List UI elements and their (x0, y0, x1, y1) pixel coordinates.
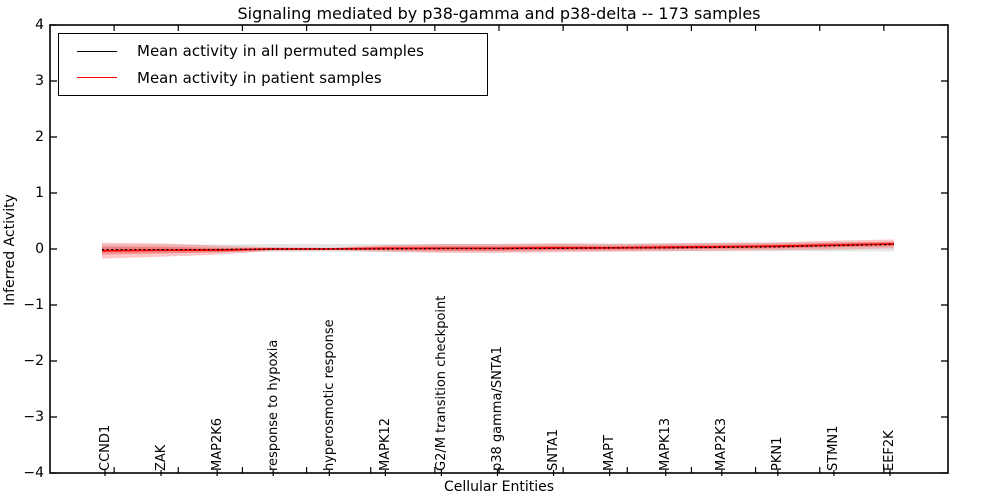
legend-line-red-icon (77, 77, 117, 79)
legend-label: Mean activity in all permuted samples (137, 42, 424, 61)
x-tick-label: MAPK12 (377, 417, 393, 471)
legend-entry-permuted: Mean activity in all permuted samples (69, 42, 477, 60)
y-tick-label: 1 (35, 185, 44, 201)
x-tick-label: response to hypoxia (265, 339, 281, 471)
y-tick-label: 3 (35, 73, 44, 89)
x-tick-label: MAPK13 (658, 417, 674, 471)
x-tick-label: MAP2K3 (714, 417, 730, 471)
x-tick-label: EEF2K (882, 430, 898, 471)
legend-entry-patient: Mean activity in patient samples (69, 69, 477, 87)
x-tick-label: p38 gamma/SNTA1 (489, 346, 505, 471)
chart-title: Signaling mediated by p38-gamma and p38-… (237, 4, 761, 23)
x-tick-label: ZAK (153, 444, 169, 471)
x-tick-label: CCND1 (97, 424, 113, 471)
legend: Mean activity in all permuted samples Me… (58, 33, 488, 96)
x-tick-label: hyperosmotic response (321, 319, 337, 471)
x-tick-label: SNTA1 (546, 428, 562, 471)
x-tick-label: G2/M transition checkpoint (433, 295, 449, 471)
x-tick-label: PKN1 (770, 436, 786, 471)
line-Mean activity in patient samples (102, 243, 894, 252)
y-tick-label: 4 (35, 17, 44, 33)
x-tick-label: MAP2K6 (209, 417, 225, 471)
y-tick-label: −3 (23, 409, 44, 425)
y-tick-label: 2 (35, 129, 44, 145)
x-axis-label: Cellular Entities (443, 479, 555, 495)
y-tick-label: −2 (23, 353, 44, 369)
y-tick-label: −4 (23, 465, 44, 481)
x-tick-label: MAPT (602, 435, 618, 471)
legend-line-black-icon (77, 50, 117, 52)
y-tick-label: 0 (35, 241, 44, 257)
legend-label: Mean activity in patient samples (137, 68, 382, 87)
x-tick-label: STMN1 (826, 425, 842, 471)
y-tick-label: −1 (23, 297, 44, 313)
